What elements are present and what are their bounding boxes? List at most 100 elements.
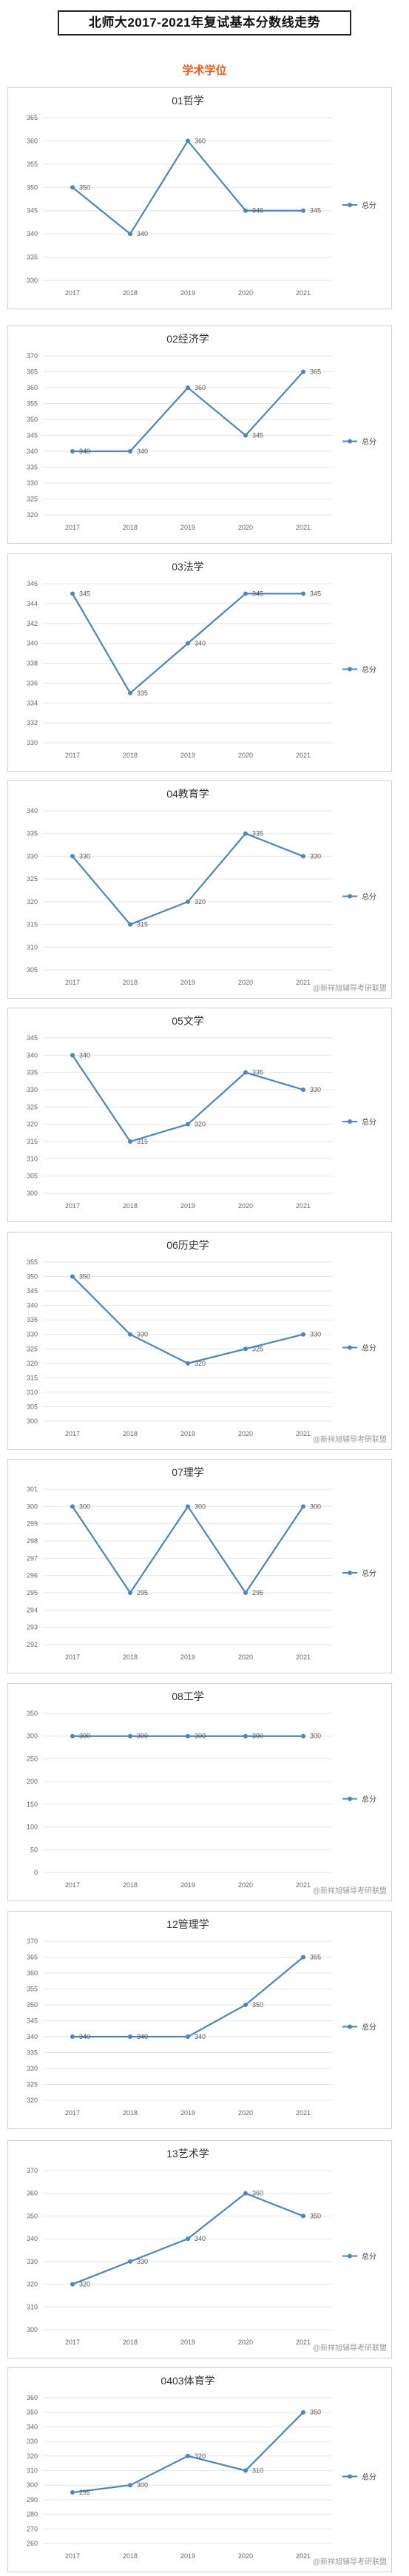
data-label: 345 [310, 207, 321, 215]
chart-panel: 12管理学 320 325 330 335 340 345 350 355 360 365 370 20… [7, 1911, 392, 2129]
legend-marker [348, 1345, 352, 1350]
series-line [72, 1505, 304, 1594]
line-chart: 13艺术学 300 310 320 330 340 350 360 370 2017 2018 201… [27, 2148, 387, 2353]
y-tick-label: 330 [27, 277, 38, 284]
data-label: 310 [252, 2467, 263, 2475]
y-tick-label: 330 [27, 479, 38, 487]
legend-label: 总分 [362, 2252, 376, 2262]
data-label: 350 [79, 183, 90, 191]
chart-title: 06历史学 [166, 1239, 209, 1251]
chart-panel: 08工学 0 50 100 150 200 250 300 350 2017 2018 2019 202… [7, 1683, 392, 1901]
x-tick-label: 2019 [180, 979, 195, 986]
data-label: 320 [195, 2452, 206, 2460]
data-point [243, 1733, 248, 1739]
data-point [186, 899, 190, 904]
y-tick-label: 305 [27, 1403, 38, 1410]
data-label: 335 [137, 689, 148, 697]
legend-marker [348, 2474, 352, 2479]
chart-title: 02经济学 [166, 333, 209, 345]
y-tick-label: 350 [27, 1710, 38, 1717]
y-tick-label: 340 [27, 230, 38, 237]
y-tick-label: 360 [27, 2394, 38, 2401]
data-point [243, 208, 248, 213]
legend-marker [348, 2024, 352, 2029]
x-tick-label: 2019 [180, 2339, 195, 2346]
y-tick-label: 250 [27, 1755, 38, 1762]
data-point [128, 1332, 132, 1337]
y-tick-label: 350 [27, 183, 38, 191]
y-tick-label: 340 [27, 807, 38, 815]
data-label: 300 [137, 1733, 148, 1740]
data-label: 340 [79, 1051, 90, 1059]
chart-panel: 07理学 292 293 294 295 296 297 298 299 300 301 2017 20… [7, 1459, 392, 1673]
y-tick-label: 300 [27, 1417, 38, 1425]
x-tick-label: 2017 [65, 979, 80, 986]
legend-marker [348, 894, 352, 899]
x-tick-label: 2020 [238, 524, 253, 531]
y-tick-label: 294 [27, 1606, 38, 1614]
data-label: 365 [310, 368, 321, 376]
chart-title: 08工学 [172, 1690, 204, 1702]
line-chart: 06历史学 300 305 310 315 320 325 330 335 340 345 350 35… [27, 1239, 387, 1444]
data-label: 340 [79, 448, 90, 455]
data-point [243, 2468, 248, 2473]
y-tick-label: 325 [27, 496, 38, 503]
data-label: 340 [137, 2033, 148, 2040]
data-label: 340 [79, 2033, 90, 2040]
data-label: 315 [137, 921, 148, 928]
data-point [70, 854, 75, 859]
x-tick-label: 2018 [123, 1202, 138, 1210]
line-chart: 02经济学 320 325 330 335 340 345 350 355 360 365 370 20… [27, 333, 376, 531]
line-chart: 05文学 300 305 310 315 320 325 330 335 340 345 2017 20… [27, 1015, 376, 1210]
data-point [70, 2490, 75, 2495]
data-point [301, 2213, 305, 2219]
chart-panel: 13艺术学 300 310 320 330 340 350 360 370 2017 2018 201… [7, 2140, 392, 2358]
x-tick-label: 2017 [65, 289, 80, 297]
data-point [301, 854, 305, 859]
y-tick-label: 310 [27, 2467, 38, 2475]
y-tick-label: 336 [27, 679, 38, 687]
data-label: 345 [79, 590, 90, 597]
legend-label: 总分 [362, 437, 376, 447]
data-point [128, 690, 132, 695]
data-point [186, 641, 190, 646]
legend-label: 总分 [362, 200, 376, 210]
y-tick-label: 350 [27, 2409, 38, 2416]
data-point [70, 2282, 75, 2287]
data-label: 330 [310, 1086, 321, 1093]
y-tick-label: 330 [27, 739, 38, 746]
y-tick-label: 365 [27, 114, 38, 121]
y-tick-label: 300 [27, 2481, 38, 2489]
y-tick-label: 360 [27, 1969, 38, 1977]
line-chart: 12管理学 320 325 330 335 340 345 350 355 360 365 370 20… [27, 1918, 376, 2117]
legend-marker [348, 2253, 352, 2259]
legend-label: 总分 [362, 1568, 376, 1578]
series-line [72, 1956, 304, 2038]
data-label: 295 [252, 1589, 263, 1596]
chart-panel: 04教育学 305 310 315 320 325 330 335 340 2017 2018 201… [7, 780, 392, 999]
data-label: 350 [252, 2001, 263, 2009]
watermark-text: @新祥旭辅导考研联盟 [313, 1886, 387, 1895]
chart-title: 04教育学 [166, 788, 209, 800]
data-point [128, 2259, 132, 2264]
y-tick-label: 0 [34, 1869, 38, 1876]
y-tick-label: 300 [27, 2326, 38, 2333]
data-point [70, 449, 75, 454]
y-tick-label: 370 [27, 352, 38, 360]
x-tick-label: 2019 [180, 2109, 195, 2117]
watermark-text: @新祥旭辅导考研联盟 [313, 2557, 387, 2566]
data-label: 340 [195, 2033, 206, 2040]
x-tick-label: 2020 [238, 2552, 253, 2560]
y-tick-label: 299 [27, 1520, 38, 1528]
data-point [243, 433, 248, 438]
y-tick-label: 330 [27, 2438, 38, 2445]
x-tick-label: 2018 [123, 524, 138, 531]
data-point [243, 1070, 248, 1075]
y-tick-label: 315 [27, 921, 38, 928]
data-point [186, 2034, 190, 2039]
y-tick-label: 355 [27, 1258, 38, 1266]
x-tick-label: 2021 [296, 524, 311, 531]
watermark-text: @新祥旭辅导考研联盟 [313, 2343, 387, 2353]
data-label: 340 [195, 2235, 206, 2242]
data-label: 325 [252, 1345, 263, 1352]
